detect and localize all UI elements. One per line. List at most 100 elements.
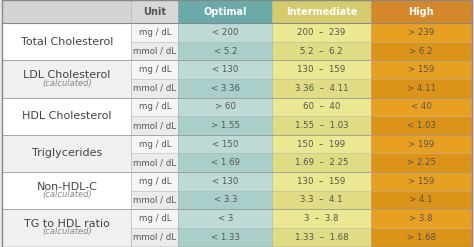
Text: < 1.69: < 1.69 — [211, 158, 240, 167]
Bar — [178, 135, 272, 153]
Text: Total Cholesterol: Total Cholesterol — [21, 37, 113, 47]
Bar — [272, 135, 371, 153]
Text: > 60: > 60 — [215, 103, 236, 111]
Bar — [131, 135, 178, 153]
Text: (calculated): (calculated) — [42, 227, 92, 236]
Text: < 5.2: < 5.2 — [213, 47, 237, 56]
Text: mg / dL: mg / dL — [138, 28, 171, 37]
Text: < 1.03: < 1.03 — [407, 121, 436, 130]
Text: > 159: > 159 — [408, 65, 434, 74]
Bar — [178, 42, 272, 61]
Bar — [2, 98, 131, 135]
Text: < 150: < 150 — [212, 140, 238, 149]
Text: 1.69  –  2.25: 1.69 – 2.25 — [295, 158, 348, 167]
Text: mmol / dL: mmol / dL — [133, 233, 176, 242]
Bar — [178, 209, 272, 228]
Text: Unit: Unit — [143, 7, 166, 17]
Bar — [178, 116, 272, 135]
Text: > 1.55: > 1.55 — [211, 121, 240, 130]
Bar — [371, 79, 472, 98]
Text: < 130: < 130 — [212, 177, 238, 186]
Text: > 199: > 199 — [408, 140, 434, 149]
Text: 3.3  –  4.1: 3.3 – 4.1 — [300, 195, 343, 205]
Bar — [371, 42, 472, 61]
Text: < 3.36: < 3.36 — [211, 84, 240, 93]
Bar — [178, 153, 272, 172]
Text: Intermediate: Intermediate — [286, 7, 357, 17]
Bar — [131, 98, 178, 116]
Text: 130  –  159: 130 – 159 — [297, 177, 346, 186]
Text: Non-HDL-C: Non-HDL-C — [36, 182, 97, 192]
Bar — [131, 191, 178, 209]
Bar — [371, 228, 472, 247]
Text: 3.36  –  4.11: 3.36 – 4.11 — [295, 84, 348, 93]
Bar — [272, 172, 371, 191]
Bar — [371, 209, 472, 228]
Bar — [371, 153, 472, 172]
Bar — [272, 61, 371, 79]
Bar — [371, 0, 472, 23]
Text: (calculated): (calculated) — [42, 190, 92, 199]
Text: < 1.33: < 1.33 — [211, 233, 240, 242]
Text: mg / dL: mg / dL — [138, 65, 171, 74]
Text: mg / dL: mg / dL — [138, 140, 171, 149]
Bar — [131, 172, 178, 191]
Text: > 4.11: > 4.11 — [407, 84, 436, 93]
Bar — [178, 23, 272, 42]
Text: LDL Cholesterol: LDL Cholesterol — [23, 70, 110, 80]
Bar — [371, 172, 472, 191]
Bar — [272, 209, 371, 228]
Bar — [178, 228, 272, 247]
Bar — [131, 42, 178, 61]
Bar — [272, 153, 371, 172]
Text: 130  –  159: 130 – 159 — [297, 65, 346, 74]
Text: < 3: < 3 — [218, 214, 233, 223]
Text: 150  –  199: 150 – 199 — [297, 140, 346, 149]
Bar — [272, 116, 371, 135]
Bar — [2, 135, 131, 172]
Text: > 6.2: > 6.2 — [410, 47, 433, 56]
Text: Triglycerides: Triglycerides — [32, 148, 102, 159]
Text: mg / dL: mg / dL — [138, 177, 171, 186]
Bar — [131, 0, 178, 23]
Bar — [2, 23, 131, 61]
Bar — [272, 23, 371, 42]
Bar — [178, 0, 272, 23]
Bar — [2, 0, 131, 23]
Bar — [371, 191, 472, 209]
Text: High: High — [409, 7, 434, 17]
Bar — [178, 172, 272, 191]
Text: mmol / dL: mmol / dL — [133, 158, 176, 167]
Bar — [371, 61, 472, 79]
Text: 200  –  239: 200 – 239 — [297, 28, 346, 37]
Text: 1.33  –  1.68: 1.33 – 1.68 — [295, 233, 348, 242]
Bar — [272, 98, 371, 116]
Bar — [131, 153, 178, 172]
Text: < 200: < 200 — [212, 28, 238, 37]
Bar — [2, 61, 131, 98]
Text: > 239: > 239 — [408, 28, 434, 37]
Text: HDL Cholesterol: HDL Cholesterol — [22, 111, 112, 121]
Bar — [178, 79, 272, 98]
Bar — [272, 0, 371, 23]
Bar — [371, 98, 472, 116]
Text: < 130: < 130 — [212, 65, 238, 74]
Bar — [178, 61, 272, 79]
Bar — [131, 79, 178, 98]
Bar — [131, 23, 178, 42]
Text: mg / dL: mg / dL — [138, 214, 171, 223]
Text: > 3.8: > 3.8 — [410, 214, 433, 223]
Text: > 1.68: > 1.68 — [407, 233, 436, 242]
Text: > 2.25: > 2.25 — [407, 158, 436, 167]
Text: 3  –  3.8: 3 – 3.8 — [304, 214, 339, 223]
Text: mg / dL: mg / dL — [138, 103, 171, 111]
Text: (calculated): (calculated) — [42, 79, 92, 88]
Bar — [371, 23, 472, 42]
Bar — [272, 228, 371, 247]
Bar — [371, 135, 472, 153]
Bar — [131, 116, 178, 135]
Bar — [272, 191, 371, 209]
Text: 60  –  40: 60 – 40 — [303, 103, 340, 111]
Text: 1.55  –  1.03: 1.55 – 1.03 — [295, 121, 348, 130]
Text: mmol / dL: mmol / dL — [133, 47, 176, 56]
